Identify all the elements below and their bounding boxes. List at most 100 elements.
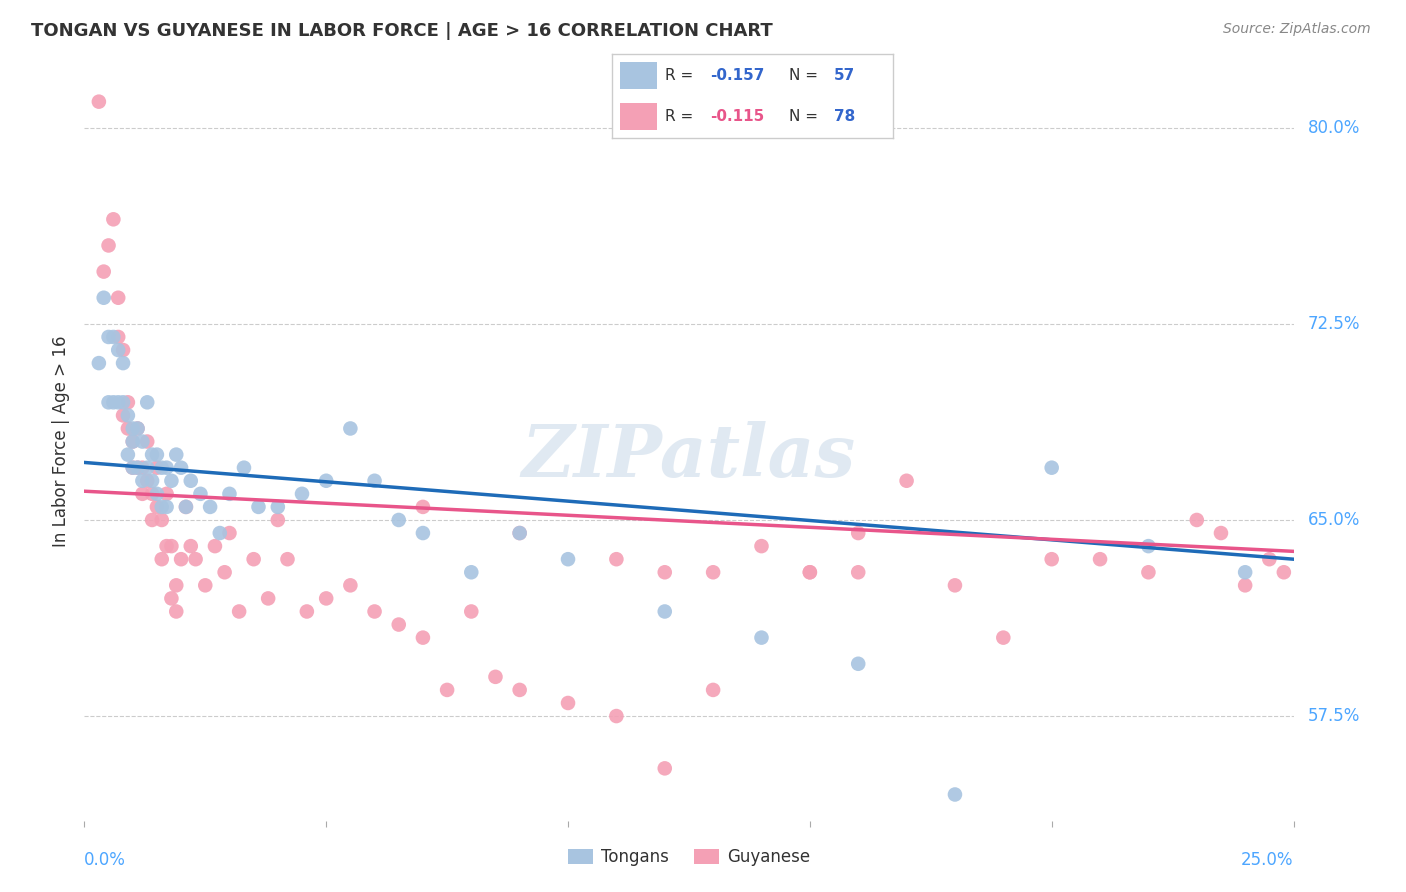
Point	[97, 238, 120, 252]
Point	[1040, 460, 1063, 475]
Point	[388, 513, 411, 527]
Point	[190, 487, 212, 501]
Point	[160, 474, 183, 488]
Point	[208, 526, 231, 541]
Point	[1137, 566, 1160, 580]
Point	[846, 526, 869, 541]
Point	[93, 291, 115, 305]
Point	[136, 395, 159, 409]
Text: N =: N =	[789, 68, 823, 83]
Point	[799, 566, 821, 580]
Text: N =: N =	[789, 109, 823, 124]
Point	[146, 460, 169, 475]
Point	[103, 212, 125, 227]
Point	[127, 421, 149, 435]
Point	[141, 448, 163, 462]
Point	[93, 264, 115, 278]
Point	[112, 356, 135, 370]
Point	[170, 460, 193, 475]
Point	[702, 566, 724, 580]
Point	[165, 448, 187, 462]
Point	[121, 460, 143, 475]
Point	[1209, 526, 1232, 541]
Text: 25.0%: 25.0%	[1241, 851, 1294, 869]
Point	[654, 605, 676, 619]
Point	[412, 500, 434, 514]
Point	[127, 460, 149, 475]
Point	[131, 460, 153, 475]
Point	[141, 513, 163, 527]
Point	[412, 631, 434, 645]
Text: 80.0%: 80.0%	[1308, 119, 1360, 136]
Point	[174, 500, 197, 514]
Point	[436, 682, 458, 697]
Point	[165, 605, 187, 619]
Point	[799, 566, 821, 580]
Point	[131, 474, 153, 488]
Point	[276, 552, 298, 566]
Point	[363, 474, 385, 488]
Point	[131, 434, 153, 449]
Text: 72.5%: 72.5%	[1308, 315, 1360, 333]
Point	[160, 539, 183, 553]
Text: 0.0%: 0.0%	[84, 851, 127, 869]
Point	[117, 448, 139, 462]
Point	[180, 474, 202, 488]
Bar	[620, 62, 657, 89]
Point	[127, 421, 149, 435]
Point	[155, 487, 177, 501]
Point	[103, 395, 125, 409]
Point	[117, 409, 139, 423]
Point	[121, 421, 143, 435]
Point	[1088, 552, 1111, 566]
Point	[136, 434, 159, 449]
Text: Source: ZipAtlas.com: Source: ZipAtlas.com	[1223, 22, 1371, 37]
Point	[136, 474, 159, 488]
Point	[315, 591, 337, 606]
Point	[1258, 552, 1281, 566]
Point	[846, 566, 869, 580]
Point	[146, 500, 169, 514]
Point	[943, 578, 966, 592]
Point	[180, 539, 202, 553]
Point	[751, 631, 773, 645]
Point	[97, 395, 120, 409]
Text: 57.5%: 57.5%	[1308, 707, 1360, 725]
Point	[170, 552, 193, 566]
Point	[198, 500, 221, 514]
Point	[295, 605, 318, 619]
Point	[1234, 566, 1257, 580]
Point	[204, 539, 226, 553]
Point	[165, 578, 187, 592]
Point	[97, 330, 120, 344]
Point	[112, 409, 135, 423]
Text: -0.115: -0.115	[710, 109, 765, 124]
Point	[1137, 539, 1160, 553]
Point	[155, 500, 177, 514]
Point	[141, 474, 163, 488]
Point	[150, 552, 173, 566]
Text: 65.0%: 65.0%	[1308, 511, 1360, 529]
Point	[121, 460, 143, 475]
Point	[107, 395, 129, 409]
Point	[131, 487, 153, 501]
Point	[460, 566, 482, 580]
Point	[605, 552, 627, 566]
Point	[228, 605, 250, 619]
Point	[247, 500, 270, 514]
Point	[117, 395, 139, 409]
Point	[103, 330, 125, 344]
Point	[702, 682, 724, 697]
Point	[146, 448, 169, 462]
Point	[1272, 566, 1295, 580]
Point	[993, 631, 1015, 645]
Point	[160, 591, 183, 606]
Point	[121, 434, 143, 449]
Point	[412, 526, 434, 541]
Point	[1040, 552, 1063, 566]
Point	[117, 421, 139, 435]
Point	[146, 487, 169, 501]
Point	[291, 487, 314, 501]
Point	[233, 460, 256, 475]
Text: 78: 78	[834, 109, 855, 124]
